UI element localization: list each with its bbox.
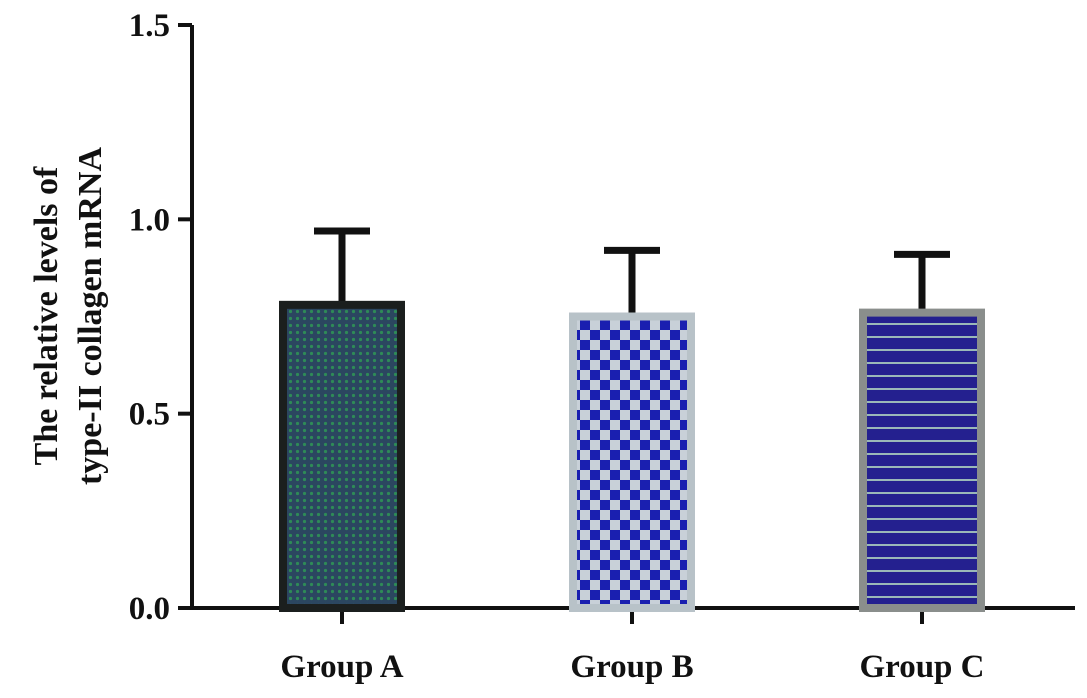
bar-group-b xyxy=(569,312,695,612)
y-tick-label: 1.0 xyxy=(129,202,170,238)
labels: 0.0 0.5 1.0 1.5 The relative levels of type-I… xyxy=(28,8,985,685)
x-category-label: Group B xyxy=(570,649,693,685)
y-axis-title-line: The relative levels of xyxy=(28,166,65,465)
y-tick-label: 1.5 xyxy=(129,8,170,44)
y-tick-label: 0.0 xyxy=(129,591,170,627)
x-category-label: Group A xyxy=(280,649,403,685)
bars xyxy=(279,227,985,612)
y-axis-title: The relative levels of type-II collagen m… xyxy=(28,147,109,486)
bar-group-c xyxy=(859,308,985,612)
bar-group-a xyxy=(279,300,405,612)
x-category-label: Group C xyxy=(859,649,984,685)
y-axis-title-line: type-II collagen mRNA xyxy=(72,147,109,486)
y-tick-label: 0.5 xyxy=(129,397,170,433)
